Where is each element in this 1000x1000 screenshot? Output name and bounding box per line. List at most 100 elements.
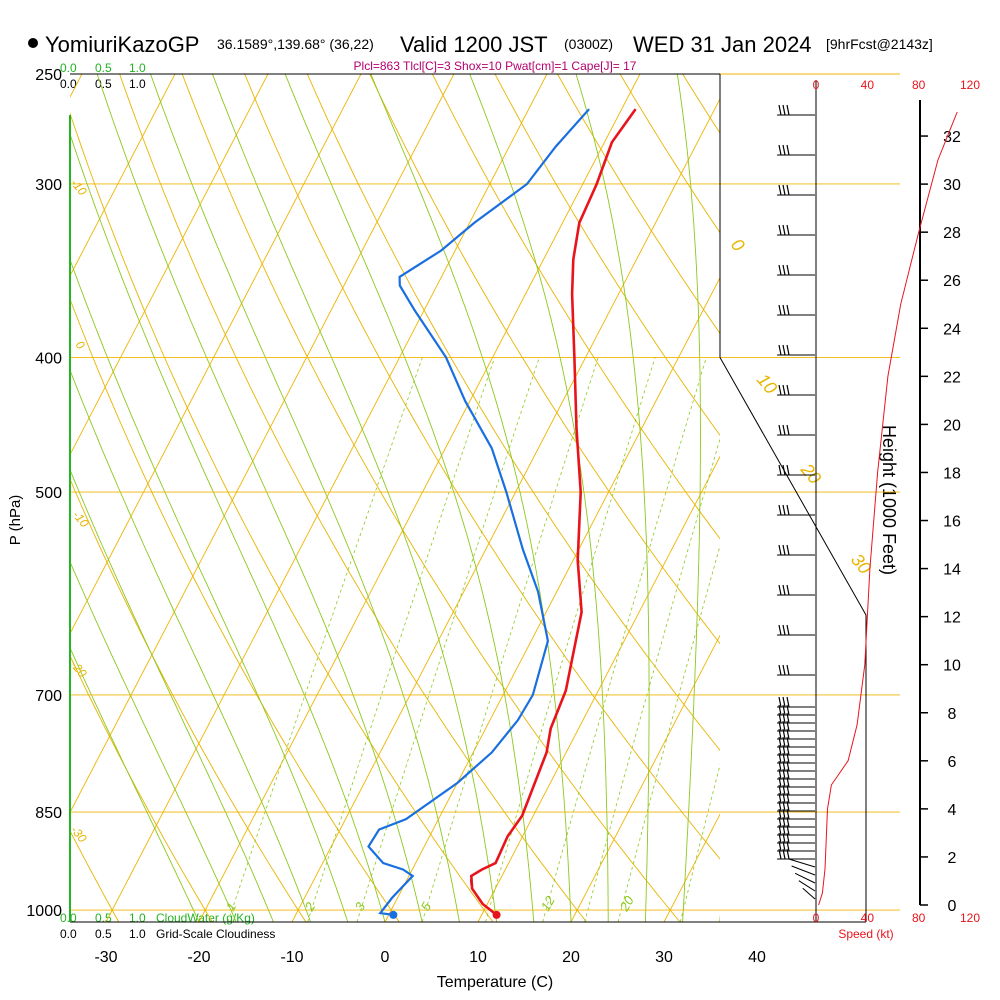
cloud-tick: 0.5 xyxy=(95,77,112,91)
cloud-tick: 0.0 xyxy=(60,911,77,925)
wind-barb-flag xyxy=(786,624,790,636)
wind-barb-flag xyxy=(778,776,782,788)
speed-tick-label-bottom: 80 xyxy=(912,911,926,925)
wind-barb-flag xyxy=(778,824,782,836)
moist-adiabat-line xyxy=(211,74,498,922)
height-tick-label: 2 xyxy=(948,850,957,867)
mixing-ratio-line xyxy=(679,763,720,922)
moist-adiabat-line xyxy=(469,74,609,922)
wind-barb-flag xyxy=(778,784,782,796)
wind-barb-flag xyxy=(786,848,790,860)
dry-adiabat-line xyxy=(431,74,720,540)
moist-adiabat-line xyxy=(70,646,200,922)
dry-adiabat-line xyxy=(494,74,720,437)
wind-barb-flag xyxy=(786,824,790,836)
isotherm-line xyxy=(477,455,720,922)
forecast-info: [9hrFcst@2143z] xyxy=(826,36,933,52)
wind-barb-flag xyxy=(778,584,782,596)
speed-tick-label-top: 120 xyxy=(960,78,980,92)
temperature-tick-label: 30 xyxy=(655,949,673,966)
cloud-tick: 0.0 xyxy=(60,927,77,941)
temperature-tick-label: -20 xyxy=(187,949,210,966)
wind-barb-flag xyxy=(786,760,790,772)
mixing-ratio-line xyxy=(617,544,720,922)
dry-adiabat-label: 0 xyxy=(73,338,88,352)
height-axis-label: Height (1000 Feet) xyxy=(879,425,899,575)
wind-barb-flag xyxy=(778,144,782,156)
dry-adiabat-line xyxy=(933,74,1000,922)
wind-barbs xyxy=(777,104,816,900)
temperature-tick-label: -30 xyxy=(94,949,117,966)
wind-barb-flag xyxy=(786,744,790,756)
wind-barb-flag xyxy=(782,800,786,812)
isotherm-line xyxy=(663,813,720,922)
pressure-tick-label: 400 xyxy=(35,350,62,367)
height-tick-label: 14 xyxy=(943,562,961,579)
dry-adiabat-line xyxy=(306,74,720,751)
isotherm-line xyxy=(570,634,720,922)
station-name: YomiuriKazoGP xyxy=(45,32,199,57)
wind-barb-flag xyxy=(782,760,786,772)
cloudiness-label: Grid-Scale Cloudiness xyxy=(156,927,275,941)
wind-barb-flag xyxy=(786,792,790,804)
wind-barb-flag xyxy=(786,704,790,716)
mixing-ratio-line xyxy=(584,437,720,922)
wind-barb-flag xyxy=(778,184,782,196)
temperature-tick-label: -10 xyxy=(280,949,303,966)
wind-barb-flag xyxy=(786,344,790,356)
mixing-ratio-label: 3 xyxy=(352,899,369,913)
speed-tick-label-bottom: 40 xyxy=(861,911,875,925)
speed-tick-label-bottom: 0 xyxy=(813,911,820,925)
isotherm-line xyxy=(198,74,641,922)
moist-adiabat-line xyxy=(70,369,312,922)
dry-adiabat-line xyxy=(70,112,494,922)
wind-barb-flag xyxy=(782,720,786,732)
moist-adiabat-line xyxy=(284,74,535,922)
mixing-ratio-label: 2 xyxy=(301,899,318,914)
wind-barb-flag xyxy=(786,840,790,852)
speed-tick-label-top: 80 xyxy=(912,78,926,92)
wind-barb-flag xyxy=(782,840,786,852)
moist-adiabat-line xyxy=(96,74,423,922)
wind-barb-flag xyxy=(778,264,782,276)
height-tick-label: 6 xyxy=(948,754,957,771)
wind-barb-flag xyxy=(778,816,782,828)
surface-temperature-marker xyxy=(492,910,501,919)
height-tick-label: 32 xyxy=(943,129,961,146)
wind-barb-staff xyxy=(802,887,816,900)
wind-barb-flag xyxy=(778,832,782,844)
wind-barb-flag xyxy=(782,728,786,740)
wind-barb-flag xyxy=(778,848,782,860)
wind-barb-flag xyxy=(782,824,786,836)
wind-barb-flag xyxy=(786,224,790,236)
wind-barb-flag xyxy=(782,184,786,196)
wind-barb-flag xyxy=(778,800,782,812)
dry-adiabat-line xyxy=(70,297,400,922)
wind-barb-flag xyxy=(786,808,790,820)
wind-barb-flag xyxy=(782,808,786,820)
valid-time: Valid 1200 JST xyxy=(400,32,548,57)
pressure-tick-label: 500 xyxy=(35,485,62,502)
wind-barb-staff xyxy=(788,858,816,868)
wind-barb-flag xyxy=(778,624,782,636)
moist-adiabat-line xyxy=(719,913,720,922)
mixing-ratio-line xyxy=(227,357,423,922)
traces-clipped xyxy=(367,108,637,916)
cloud-tick: 1.0 xyxy=(129,61,146,75)
cloud-tick: 0.5 xyxy=(95,927,112,941)
pressure-tick-label: 250 xyxy=(35,67,62,84)
isotherm-line xyxy=(70,74,455,814)
cloudwater-label: CloudWater (g/Kg) xyxy=(156,911,255,925)
dry-adiabat-label: 20 xyxy=(796,459,825,488)
utc-time: (0300Z) xyxy=(564,36,613,52)
wind-barb-flag xyxy=(782,744,786,756)
wind-barb-flag xyxy=(786,784,790,796)
wind-barb-flag xyxy=(782,264,786,276)
temperature-line xyxy=(469,108,637,916)
pressure-tick-label: 300 xyxy=(35,177,62,194)
wind-barb-flag xyxy=(786,424,790,436)
wind-barb-flag xyxy=(782,784,786,796)
